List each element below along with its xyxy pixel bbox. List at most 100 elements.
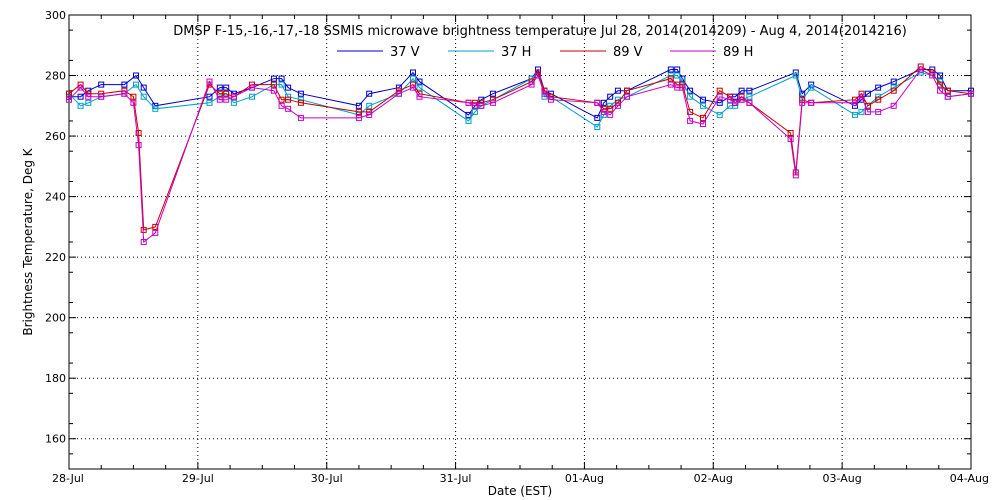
data-point — [133, 81, 139, 88]
data-point — [216, 96, 223, 103]
data-point — [489, 96, 496, 103]
x-tick-label: 03-Aug — [823, 472, 862, 485]
data-point — [700, 121, 706, 127]
data-point — [944, 87, 951, 94]
series-89-h — [66, 66, 974, 245]
data-point — [667, 72, 674, 79]
data-point — [746, 99, 753, 106]
x-axis-label: Date (EST) — [488, 484, 552, 498]
data-point — [738, 96, 745, 103]
data-point — [937, 87, 944, 94]
data-point — [140, 84, 147, 91]
data-point — [607, 111, 614, 118]
y-axis-label: Brightness Temperature, Deg K — [21, 147, 35, 335]
data-point — [700, 102, 706, 109]
x-tick-label: 02-Aug — [694, 472, 733, 485]
data-point — [614, 87, 621, 94]
series-line — [68, 68, 972, 243]
data-point — [968, 90, 974, 97]
data-point — [395, 90, 402, 97]
data-point — [746, 87, 753, 94]
y-tick-label: 200 — [45, 312, 66, 325]
y-tick-label: 260 — [45, 130, 66, 143]
data-point — [732, 99, 739, 106]
data-point — [465, 99, 472, 106]
data-point — [937, 81, 944, 88]
y-tick-label: 240 — [45, 191, 66, 204]
data-point — [140, 93, 147, 100]
data-point — [890, 78, 897, 85]
data-point — [875, 108, 882, 115]
data-point — [355, 108, 362, 115]
data-point — [624, 87, 630, 94]
legend-item: 37 V — [337, 45, 420, 60]
data-point — [600, 99, 607, 106]
data-point — [133, 72, 139, 79]
y-tick-label: 220 — [45, 251, 66, 264]
data-point — [278, 81, 285, 88]
y-tick-label: 280 — [45, 70, 66, 83]
data-point — [278, 102, 285, 109]
data-point — [121, 90, 128, 97]
data-point — [716, 99, 723, 106]
x-tick-label: 04-Aug — [950, 472, 989, 485]
data-point — [206, 99, 213, 106]
data-point — [98, 93, 105, 100]
data-point — [864, 108, 871, 115]
data-point — [297, 90, 304, 97]
series-layer — [66, 63, 974, 245]
data-point — [799, 99, 806, 106]
data-point — [547, 96, 554, 103]
data-point — [297, 99, 304, 106]
data-point — [135, 130, 142, 136]
data-point — [285, 96, 292, 103]
x-tick-label: 28-Jul — [52, 472, 84, 485]
axis-ticks: 160 180 200 220 240 260 280 300 28-Jul 29-Jul 30-J… — [45, 9, 989, 485]
data-point — [465, 111, 472, 118]
data-point — [687, 93, 694, 100]
data-point — [98, 81, 105, 88]
data-point — [152, 229, 159, 236]
data-point — [135, 142, 142, 149]
data-point — [541, 90, 548, 97]
data-point — [278, 96, 285, 103]
data-point — [270, 75, 277, 82]
data-point — [787, 136, 794, 143]
data-point — [716, 93, 723, 100]
data-point — [667, 81, 674, 88]
data-point — [395, 84, 402, 91]
data-point — [130, 99, 137, 106]
data-point — [410, 69, 416, 76]
data-point — [890, 87, 897, 94]
data-point — [471, 108, 478, 115]
data-point — [216, 90, 223, 97]
data-point — [875, 96, 882, 103]
data-point — [700, 114, 706, 121]
data-point — [858, 108, 865, 115]
data-point — [674, 66, 681, 73]
series-line — [69, 68, 971, 119]
data-point — [77, 102, 84, 109]
data-point — [85, 99, 92, 106]
data-point — [799, 96, 806, 103]
data-point — [270, 81, 277, 88]
data-point — [852, 99, 858, 106]
legend-label: 89 H — [723, 45, 753, 60]
data-point — [738, 87, 745, 94]
data-point — [206, 78, 213, 85]
data-point — [130, 93, 137, 100]
data-point — [249, 84, 255, 91]
data-point — [716, 87, 723, 94]
data-point — [799, 90, 806, 97]
data-point — [727, 96, 733, 103]
data-point — [223, 84, 230, 91]
data-point — [674, 72, 681, 79]
data-point — [66, 96, 72, 103]
legend-item: 37 H — [448, 45, 531, 60]
x-tick-label: 01-Aug — [565, 472, 604, 485]
data-point — [787, 130, 794, 136]
data-point — [85, 93, 92, 100]
legend: 37 V 37 H 89 V 89 H — [337, 45, 753, 60]
data-point — [716, 111, 723, 118]
data-point — [297, 96, 304, 103]
